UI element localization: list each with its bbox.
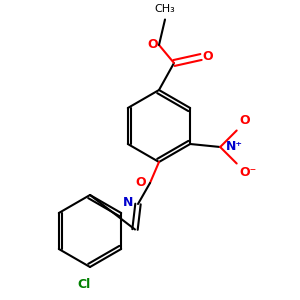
Text: N⁺: N⁺	[226, 140, 243, 154]
Text: N: N	[123, 196, 134, 209]
Text: O: O	[147, 38, 158, 52]
Text: O: O	[240, 115, 250, 128]
Text: CH₃: CH₃	[154, 4, 176, 14]
Text: O: O	[202, 50, 213, 64]
Text: Cl: Cl	[77, 278, 91, 290]
Text: O: O	[135, 176, 146, 190]
Text: O⁻: O⁻	[240, 167, 257, 179]
